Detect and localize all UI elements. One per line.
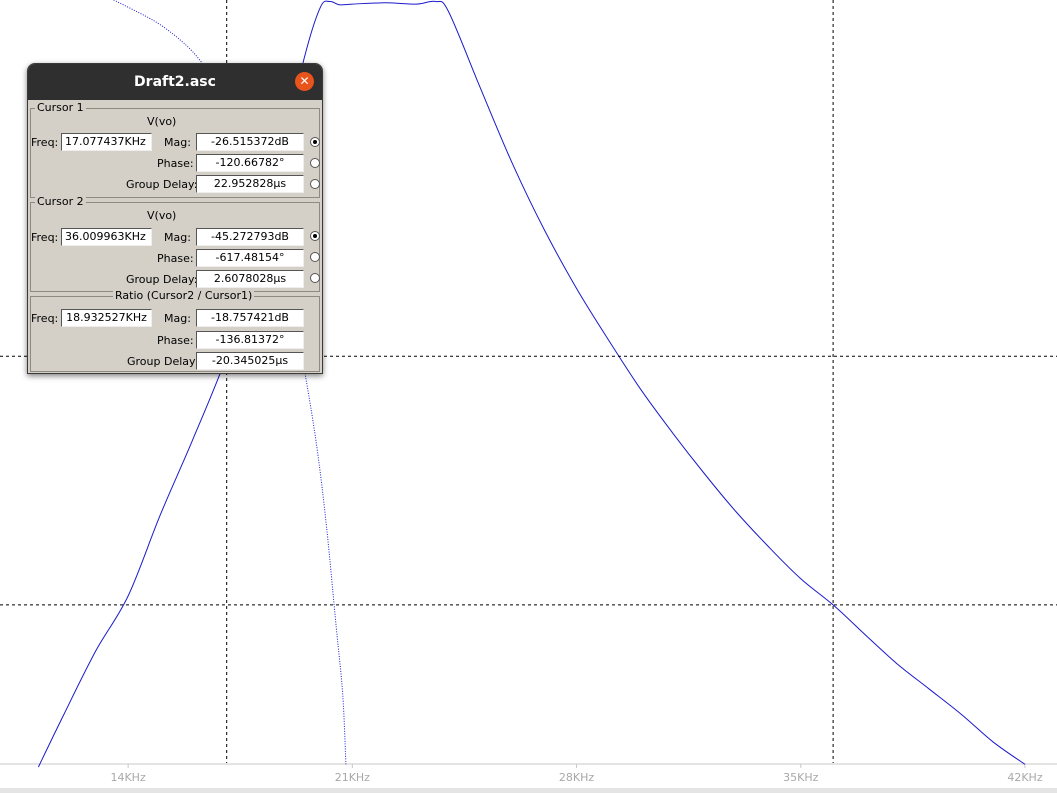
trace-solid — [37, 0, 1026, 768]
cursor1-group: Cursor 1 V(vo) Freq: 17.077437KHz Mag: -… — [30, 101, 320, 198]
cursor1-freq-label: Freq: — [31, 136, 59, 149]
cursor2-gd-radio[interactable] — [310, 273, 320, 283]
cursor1-phase-radio[interactable] — [310, 158, 320, 168]
cursor1-mag-label: Mag: — [164, 136, 191, 149]
cursor-readout-dialog: Draft2.asc ✕ Cursor 1 V(vo) Freq: 17.077… — [27, 63, 323, 374]
cursor1-gd-field[interactable]: 22.952828µs — [196, 175, 304, 193]
cursor2-phase-field[interactable]: -617.48154° — [196, 249, 304, 267]
ratio-group: Ratio (Cursor2 / Cursor1) Freq: 18.93252… — [30, 289, 320, 372]
ratio-gd-label: Group Delay: — [127, 355, 199, 368]
x-tick-label: 28KHz — [558, 771, 595, 784]
cursor1-gd-label: Group Delay: — [126, 178, 198, 191]
cursor2-group: Cursor 2 V(vo) Freq: 36.009963KHz Mag: -… — [30, 195, 320, 292]
cursor2-phase-label: Phase: — [157, 252, 194, 265]
cursor2-gd-label: Group Delay: — [126, 273, 198, 286]
x-tick-label: 42KHz — [1007, 771, 1043, 784]
cursor1-mag-field[interactable]: -26.515372dB — [196, 133, 304, 151]
ratio-mag-label: Mag: — [164, 312, 191, 325]
cursor2-freq-field[interactable]: 36.009963KHz — [61, 228, 152, 246]
cursor1-phase-field[interactable]: -120.66782° — [196, 154, 304, 172]
ratio-freq-label: Freq: — [31, 312, 59, 325]
cursor1-freq-field[interactable]: 17.077437KHz — [61, 133, 152, 151]
x-tick-label: 14KHz — [110, 771, 146, 784]
ratio-mag-field[interactable]: -18.757421dB — [196, 309, 304, 327]
ratio-group-label: Ratio (Cursor2 / Cursor1) — [113, 289, 255, 302]
dialog-title: Draft2.asc — [134, 74, 216, 90]
cursor2-gd-field[interactable]: 2.6078028µs — [196, 270, 304, 288]
ratio-freq-field[interactable]: 18.932527KHz — [61, 309, 152, 327]
cursor2-mag-field[interactable]: -45.272793dB — [196, 228, 304, 246]
x-tick-label: 35KHz — [783, 771, 819, 784]
cursor2-mag-label: Mag: — [164, 231, 191, 244]
cursor1-group-label: Cursor 1 — [35, 101, 86, 114]
ratio-gd-field[interactable]: -20.345025µs — [196, 352, 304, 370]
ratio-phase-field[interactable]: -136.81372° — [196, 331, 304, 349]
cursor2-group-label: Cursor 2 — [35, 195, 86, 208]
cursor1-trace-name: V(vo) — [147, 115, 177, 128]
cursor2-phase-radio[interactable] — [310, 252, 320, 262]
cursor2-trace-name: V(vo) — [147, 209, 177, 222]
close-icon[interactable]: ✕ — [295, 72, 314, 91]
cursor1-phase-label: Phase: — [157, 157, 194, 170]
cursor1-gd-radio[interactable] — [310, 179, 320, 189]
cursor2-freq-label: Freq: — [31, 231, 59, 244]
cursor1-mag-radio[interactable] — [310, 137, 320, 147]
dialog-titlebar[interactable]: Draft2.asc ✕ — [28, 64, 322, 100]
cursor2-mag-radio[interactable] — [310, 231, 320, 241]
bottom-border — [0, 788, 1057, 793]
x-tick-label: 21KHz — [334, 771, 370, 784]
ratio-phase-label: Phase: — [157, 334, 194, 347]
